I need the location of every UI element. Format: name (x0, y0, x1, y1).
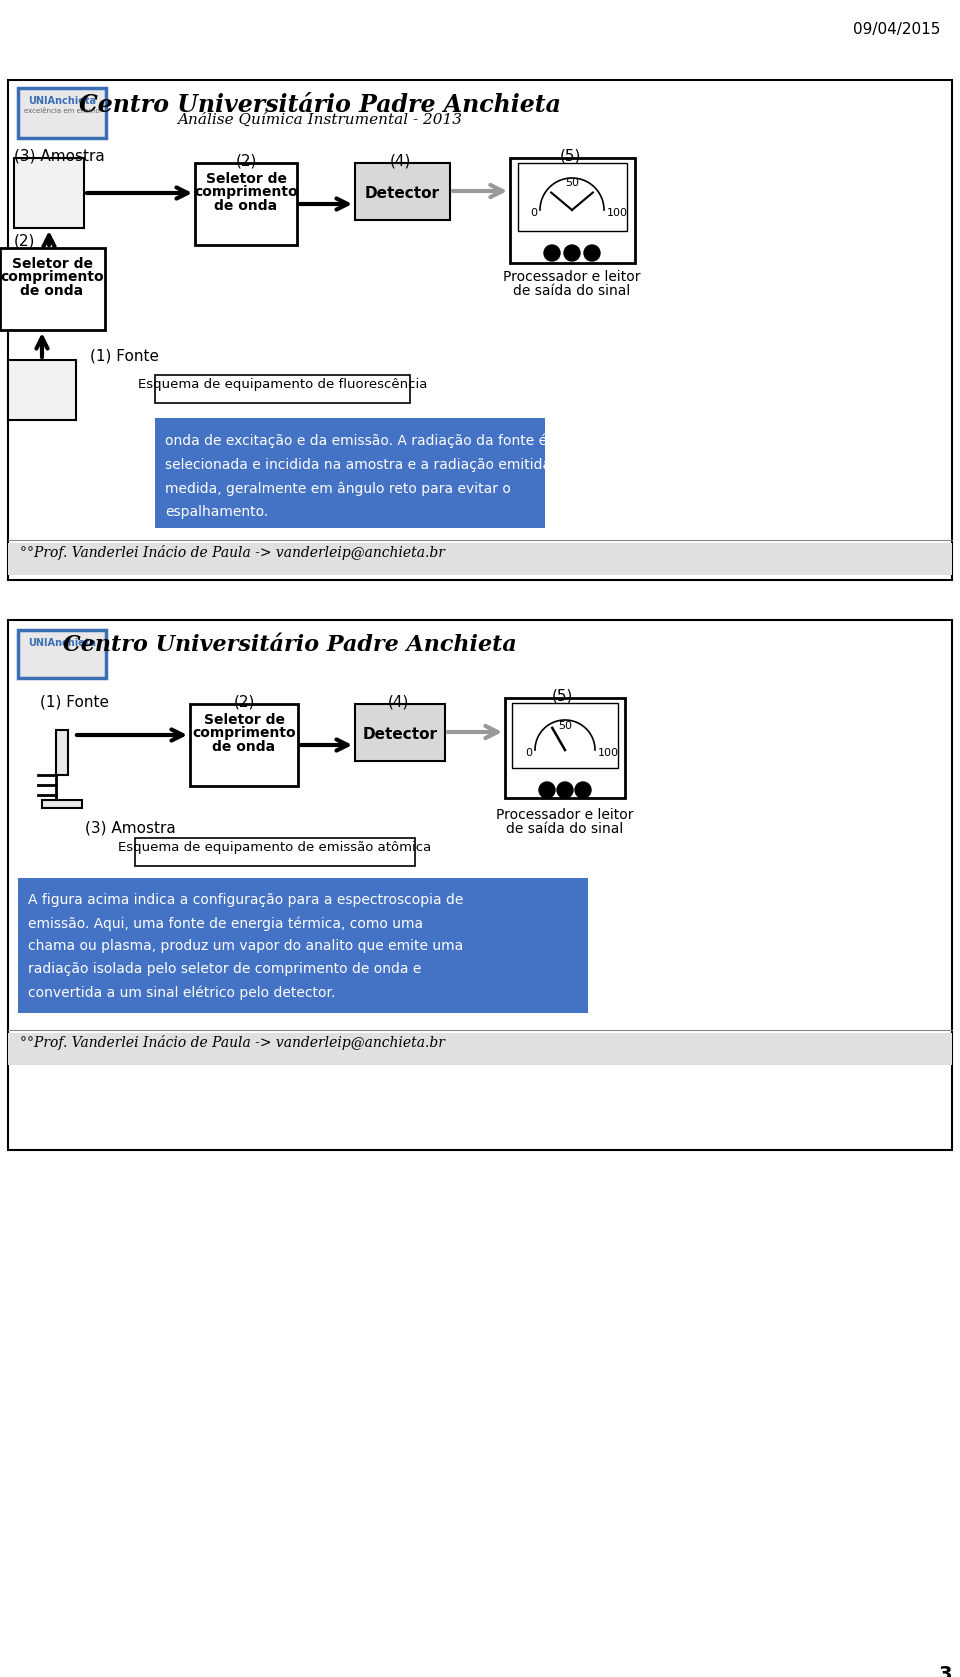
Bar (195, 163, 297, 245)
Text: Processador e leitor: Processador e leitor (496, 808, 634, 822)
Bar (42, 800, 82, 808)
Text: (2): (2) (235, 153, 256, 168)
Text: Detector: Detector (365, 186, 440, 201)
Text: de onda: de onda (212, 740, 276, 755)
Circle shape (564, 245, 580, 262)
Text: comprimento: comprimento (0, 270, 104, 283)
Bar (8, 620, 952, 1150)
Bar (18, 87, 106, 138)
Text: 0: 0 (525, 748, 532, 758)
Bar (355, 163, 450, 220)
Text: (2): (2) (14, 233, 36, 248)
Text: comprimento: comprimento (194, 184, 298, 200)
Text: Detector: Detector (363, 728, 438, 741)
Text: excelência em ensino: excelência em ensino (24, 107, 100, 114)
Text: (3) Amostra: (3) Amostra (14, 148, 105, 163)
Text: (1) Fonte: (1) Fonte (90, 349, 159, 362)
Text: de onda: de onda (214, 200, 277, 213)
Text: espalhamento.: espalhamento. (165, 505, 268, 518)
Text: 100: 100 (598, 748, 619, 758)
Text: (5): (5) (560, 148, 581, 163)
Bar (518, 163, 627, 231)
Circle shape (539, 781, 555, 798)
Text: Esquema de equipamento de emissão atômica: Esquema de equipamento de emissão atômic… (118, 840, 432, 854)
Text: °°Prof. Vanderlei Inácio de Paula -> vanderleip@anchieta.br: °°Prof. Vanderlei Inácio de Paula -> van… (20, 1035, 444, 1050)
Text: Seletor de: Seletor de (205, 173, 286, 186)
Text: Centro Universitário Padre Anchieta: Centro Universitário Padre Anchieta (79, 92, 561, 117)
Bar (8, 1033, 952, 1065)
Text: UNIAnchieta: UNIAnchieta (28, 637, 96, 647)
Bar (8, 80, 952, 580)
Text: Processador e leitor: Processador e leitor (503, 270, 640, 283)
Bar (8, 361, 76, 419)
Text: A figura acima indica a configuração para a espectroscopia de: A figura acima indica a configuração par… (28, 892, 464, 907)
Bar (510, 158, 635, 263)
Text: Seletor de: Seletor de (204, 713, 284, 728)
Bar (505, 698, 625, 798)
Bar (512, 703, 618, 768)
Bar (155, 418, 545, 528)
Bar (355, 704, 445, 761)
Circle shape (50, 706, 74, 729)
Circle shape (849, 652, 861, 664)
Text: comprimento: comprimento (192, 726, 296, 740)
Bar (56, 729, 68, 775)
Text: 100: 100 (607, 208, 628, 218)
Bar (135, 838, 415, 865)
Text: de saída do sinal: de saída do sinal (514, 283, 631, 299)
Text: onda de excitação e da emissão. A radiação da fonte é: onda de excitação e da emissão. A radiaç… (165, 433, 547, 448)
Text: emissão. Aqui, uma fonte de energia térmica, como uma: emissão. Aqui, uma fonte de energia térm… (28, 916, 423, 931)
Text: (4): (4) (390, 153, 411, 168)
Text: radiação isolada pelo seletor de comprimento de onda e: radiação isolada pelo seletor de comprim… (28, 963, 421, 976)
Circle shape (544, 245, 560, 262)
Text: de saída do sinal: de saída do sinal (506, 822, 624, 837)
Text: Seletor de: Seletor de (12, 257, 92, 272)
Bar (190, 704, 298, 787)
Text: chama ou plasma, produz um vapor do analito que emite uma: chama ou plasma, produz um vapor do anal… (28, 939, 464, 953)
Bar (14, 158, 84, 228)
Text: (2): (2) (233, 694, 254, 709)
Text: 0: 0 (530, 208, 537, 218)
Text: 09/04/2015: 09/04/2015 (852, 22, 940, 37)
Text: (5): (5) (551, 688, 573, 703)
Text: Centro Universitário Padre Anchieta: Centro Universitário Padre Anchieta (63, 634, 516, 656)
Circle shape (575, 781, 591, 798)
Text: °°Prof. Vanderlei Inácio de Paula -> vanderleip@anchieta.br: °°Prof. Vanderlei Inácio de Paula -> van… (20, 545, 444, 560)
Text: 3: 3 (939, 1665, 952, 1677)
Bar (155, 376, 410, 402)
Circle shape (863, 116, 877, 129)
Text: 50: 50 (558, 721, 572, 731)
Text: UNIAnchieta: UNIAnchieta (28, 96, 96, 106)
Text: Esquema de equipamento de fluorescência: Esquema de equipamento de fluorescência (138, 377, 428, 391)
Text: selecionada e incidida na amostra e a radiação emitida é: selecionada e incidida na amostra e a ra… (165, 458, 564, 471)
Bar (8, 543, 952, 575)
Bar (0, 248, 105, 330)
Text: Análise Química Instrumental - 2013: Análise Química Instrumental - 2013 (178, 112, 463, 127)
Text: convertida a um sinal elétrico pelo detector.: convertida a um sinal elétrico pelo dete… (28, 984, 335, 999)
Circle shape (584, 245, 600, 262)
Circle shape (557, 781, 573, 798)
Text: (4): (4) (387, 694, 409, 709)
Text: de onda: de onda (20, 283, 84, 299)
Text: (1) Fonte: (1) Fonte (40, 694, 109, 709)
Text: 50: 50 (565, 178, 579, 188)
Bar (18, 879, 588, 1013)
Text: (3) Amostra: (3) Amostra (85, 820, 176, 835)
Text: medida, geralmente em ângulo reto para evitar o: medida, geralmente em ângulo reto para e… (165, 481, 511, 495)
Bar (18, 631, 106, 678)
